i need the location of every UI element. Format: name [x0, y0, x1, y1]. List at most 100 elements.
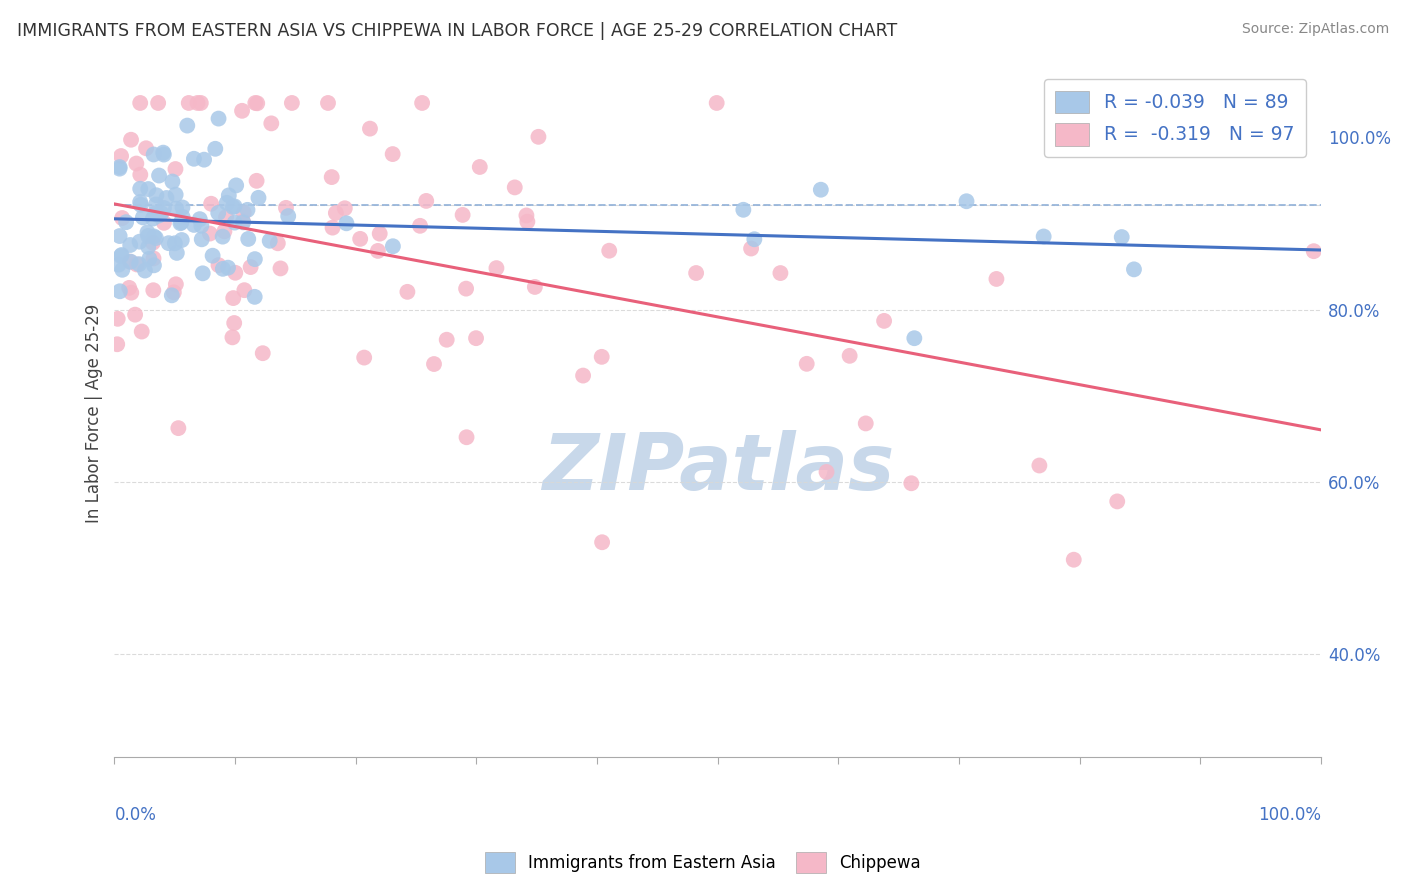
- Point: [166, 246, 188, 260]
- Point: [456, 430, 478, 444]
- Point: [207, 258, 229, 272]
- Point: [436, 333, 458, 347]
- Point: [108, 229, 131, 244]
- Point: [1302, 244, 1324, 259]
- Point: [281, 95, 304, 110]
- Point: [769, 266, 792, 280]
- Point: [838, 349, 860, 363]
- Point: [188, 212, 211, 227]
- Point: [125, 257, 148, 271]
- Point: [162, 174, 184, 188]
- Point: [172, 201, 194, 215]
- Point: [222, 291, 245, 305]
- Point: [740, 242, 762, 256]
- Point: [190, 219, 212, 233]
- Point: [200, 196, 222, 211]
- Point: [136, 225, 159, 239]
- Point: [903, 331, 925, 345]
- Point: [247, 191, 270, 205]
- Point: [222, 200, 245, 214]
- Point: [120, 285, 142, 300]
- Point: [129, 198, 152, 212]
- Point: [129, 194, 152, 209]
- Point: [1123, 262, 1146, 277]
- Point: [215, 210, 238, 224]
- Point: [986, 272, 1008, 286]
- Point: [516, 214, 538, 228]
- Point: [136, 182, 159, 196]
- Point: [170, 215, 193, 229]
- Point: [359, 121, 381, 136]
- Point: [215, 195, 238, 210]
- Point: [153, 147, 176, 161]
- Point: [955, 194, 977, 209]
- Text: 0.0%: 0.0%: [114, 805, 156, 823]
- Point: [183, 218, 205, 232]
- Point: [468, 160, 491, 174]
- Point: [136, 229, 159, 244]
- Point: [153, 201, 176, 215]
- Point: [233, 283, 256, 297]
- Point: [135, 141, 157, 155]
- Point: [239, 260, 262, 274]
- Point: [321, 170, 343, 185]
- Point: [527, 129, 550, 144]
- Point: [316, 95, 339, 110]
- Point: [110, 248, 132, 262]
- Point: [211, 261, 233, 276]
- Point: [165, 187, 187, 202]
- Point: [733, 202, 755, 217]
- Text: Source: ZipAtlas.com: Source: ZipAtlas.com: [1241, 22, 1389, 37]
- Point: [1063, 552, 1085, 566]
- Point: [132, 211, 155, 225]
- Point: [142, 147, 165, 161]
- Point: [148, 169, 170, 183]
- Point: [243, 290, 266, 304]
- Point: [267, 236, 290, 251]
- Point: [231, 103, 253, 118]
- Point: [142, 283, 165, 297]
- Point: [190, 232, 212, 246]
- Point: [125, 156, 148, 170]
- Point: [165, 161, 187, 176]
- Point: [451, 208, 474, 222]
- Point: [128, 235, 150, 249]
- Point: [148, 209, 170, 223]
- Point: [224, 316, 246, 330]
- Point: [368, 227, 391, 241]
- Point: [142, 258, 165, 272]
- Point: [409, 219, 432, 233]
- Point: [260, 116, 283, 130]
- Point: [744, 232, 766, 246]
- Point: [259, 234, 281, 248]
- Point: [150, 206, 173, 220]
- Point: [157, 236, 180, 251]
- Point: [685, 266, 707, 280]
- Text: 100.0%: 100.0%: [1258, 805, 1322, 823]
- Point: [333, 201, 356, 215]
- Point: [124, 308, 146, 322]
- Point: [411, 95, 433, 110]
- Point: [1028, 458, 1050, 473]
- Point: [245, 95, 267, 110]
- Point: [456, 282, 478, 296]
- Point: [598, 244, 620, 258]
- Point: [134, 263, 156, 277]
- Point: [167, 421, 190, 435]
- Point: [165, 202, 187, 216]
- Point: [191, 266, 214, 280]
- Point: [367, 244, 389, 258]
- Point: [465, 331, 488, 345]
- Point: [145, 197, 167, 211]
- Point: [232, 215, 254, 229]
- Point: [165, 277, 187, 292]
- Point: [591, 535, 613, 549]
- Point: [183, 152, 205, 166]
- Point: [110, 249, 132, 263]
- Point: [153, 216, 176, 230]
- Point: [108, 285, 131, 299]
- Point: [129, 95, 152, 110]
- Point: [142, 211, 165, 226]
- Point: [224, 216, 246, 230]
- Point: [160, 288, 183, 302]
